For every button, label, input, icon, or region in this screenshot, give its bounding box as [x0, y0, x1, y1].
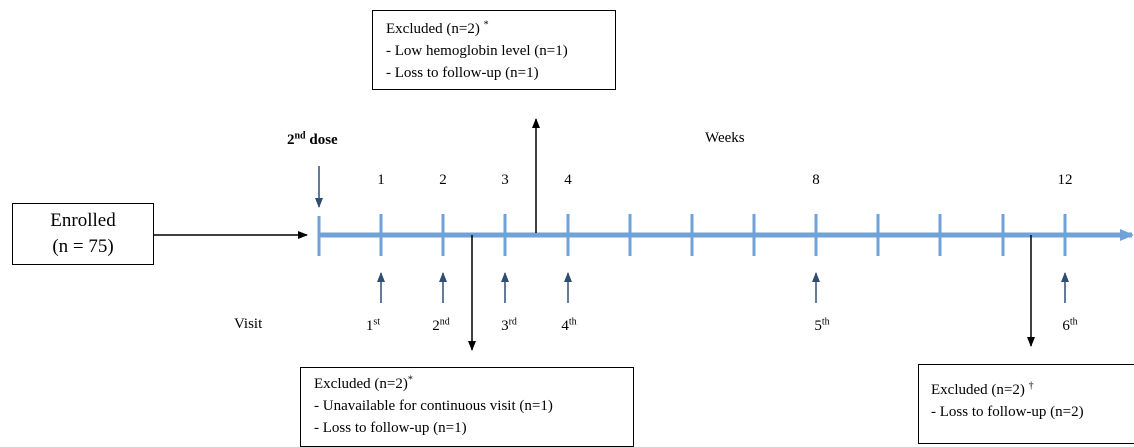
footnote-mark: † [1028, 380, 1034, 392]
footnote-mark: * [407, 374, 413, 386]
enrolled-label: Enrolled [50, 210, 116, 231]
excluded-box-right: Excluded (n=2) † - Loss to follow-up (n=… [918, 364, 1134, 444]
weeks-label: Weeks [705, 130, 745, 146]
visit-ordinal: 5th [814, 316, 830, 334]
excluded-reason: - Loss to follow-up (n=2) [931, 404, 1084, 420]
enrolled-box: Enrolled (n = 75) [12, 203, 154, 265]
dose-label: 2nd dose [287, 130, 338, 149]
excluded-reason: - Low hemoglobin level (n=1) [386, 43, 568, 59]
dose-suffix: nd [294, 130, 306, 142]
excluded-title: Excluded (n=2) * [386, 19, 489, 37]
footnote-mark: * [483, 19, 489, 31]
visit-ordinal: 3rd [501, 316, 517, 334]
dose-word: dose [305, 132, 338, 148]
excluded-reason: - Loss to follow-up (n=1) [386, 65, 539, 81]
dose-number: 2 [287, 132, 295, 148]
visit-ordinal: 6th [1062, 316, 1078, 334]
enrolled-count: (n = 75) [52, 236, 114, 257]
week-label: 8 [812, 172, 820, 188]
excluded-box-mid: Excluded (n=2)* - Unavailable for contin… [300, 367, 634, 447]
week-label: 4 [564, 172, 572, 188]
week-label: 12 [1057, 172, 1073, 188]
week-label: 2 [439, 172, 447, 188]
week-ticks [317, 214, 1067, 256]
week-label: 3 [501, 172, 509, 188]
week-label: 1 [377, 172, 385, 188]
excluded-title: Excluded (n=2)* [314, 374, 413, 392]
visit-ordinal: 2nd [432, 316, 450, 334]
visit-arrows [377, 272, 1069, 303]
excluded-reason: - Unavailable for continuous visit (n=1) [314, 398, 553, 414]
excluded-title: Excluded (n=2) † [931, 380, 1034, 398]
excluded-reason: - Loss to follow-up (n=1) [314, 420, 467, 436]
timeline-diagram [154, 118, 1134, 351]
visit-ordinal: 4th [561, 316, 577, 334]
visit-ordinal: 1st [365, 316, 381, 334]
excluded-box-top: Excluded (n=2) * - Low hemoglobin level … [372, 10, 616, 90]
visit-label: Visit [234, 316, 263, 332]
